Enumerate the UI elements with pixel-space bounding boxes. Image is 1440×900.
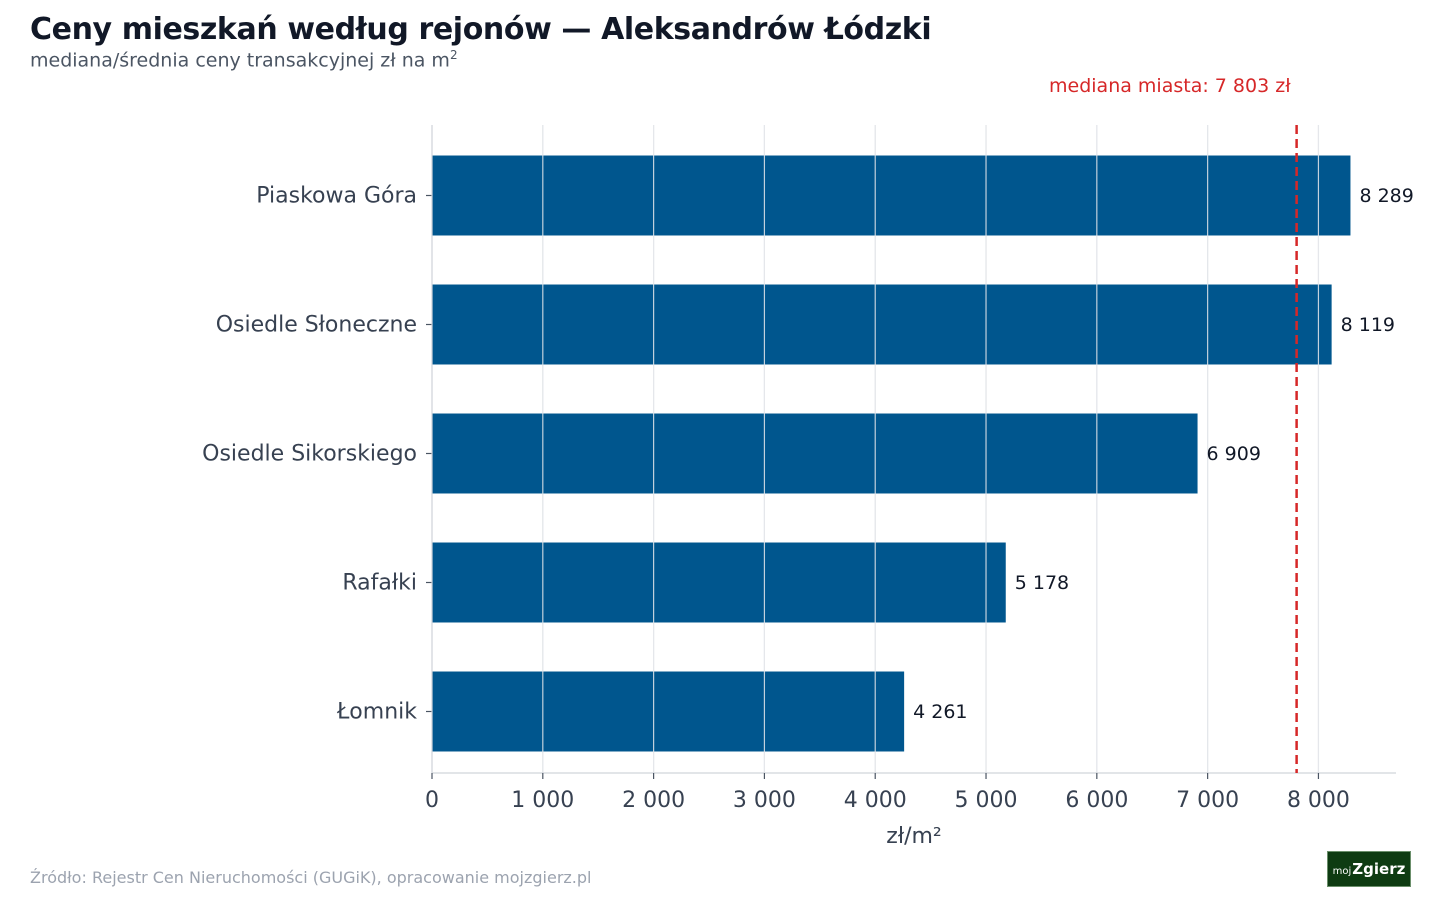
logo-small-text: moj bbox=[1332, 865, 1352, 877]
bar bbox=[432, 542, 1006, 623]
x-tick-label: 7 000 bbox=[1176, 788, 1239, 813]
category-label: Łomnik bbox=[336, 700, 417, 725]
bar bbox=[432, 671, 905, 752]
x-tick-label: 5 000 bbox=[955, 788, 1018, 813]
x-tick-label: 1 000 bbox=[511, 788, 574, 813]
value-label: 8 289 bbox=[1359, 185, 1413, 207]
value-label: 5 178 bbox=[1015, 572, 1069, 594]
category-label: Piaskowa Góra bbox=[256, 184, 417, 209]
value-label: 4 261 bbox=[913, 701, 967, 723]
subtitle-superscript: 2 bbox=[449, 48, 458, 62]
chart-subtitle: mediana/średnia ceny transakcyjnej zł na… bbox=[30, 48, 458, 71]
x-tick-label: 4 000 bbox=[844, 788, 907, 813]
category-label: Osiedle Sikorskiego bbox=[202, 442, 417, 467]
value-label: 8 119 bbox=[1341, 314, 1395, 336]
x-axis-title: zł/m² bbox=[886, 824, 941, 849]
bar bbox=[432, 155, 1351, 236]
x-tick-label: 3 000 bbox=[733, 788, 796, 813]
city-median-label: mediana miasta: 7 803 zł bbox=[1049, 75, 1291, 97]
source-note: Źródło: Rejestr Cen Nieruchomości (GUGiK… bbox=[30, 868, 592, 887]
mojzgierz-logo: moj Zgierz bbox=[1327, 851, 1411, 887]
category-label: Rafałki bbox=[342, 571, 417, 596]
x-tick-label: 6 000 bbox=[1065, 788, 1128, 813]
x-tick-label: 2 000 bbox=[622, 788, 685, 813]
bar bbox=[432, 413, 1198, 494]
subtitle-text: mediana/średnia ceny transakcyjnej zł na… bbox=[30, 49, 450, 72]
chart-title: Ceny mieszkań według rejonów — Aleksandr… bbox=[30, 12, 932, 47]
bar bbox=[432, 284, 1332, 365]
x-tick-label: 8 000 bbox=[1287, 788, 1350, 813]
value-label: 6 909 bbox=[1207, 443, 1261, 465]
category-label: Osiedle Słoneczne bbox=[216, 313, 417, 338]
x-tick-label: 0 bbox=[425, 788, 439, 813]
logo-big-text: Zgierz bbox=[1352, 860, 1406, 878]
